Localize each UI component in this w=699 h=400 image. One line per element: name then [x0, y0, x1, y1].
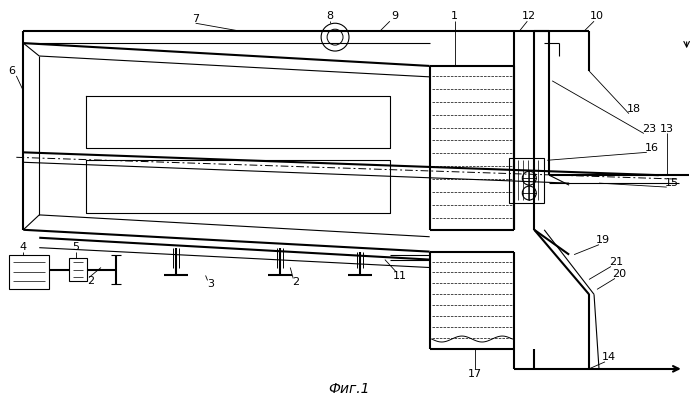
Text: Фиг.1: Фиг.1 — [329, 382, 370, 396]
Text: 7: 7 — [192, 14, 199, 24]
Text: 8: 8 — [326, 11, 333, 21]
Text: 16: 16 — [644, 143, 658, 153]
Text: 14: 14 — [602, 352, 616, 362]
Text: 19: 19 — [596, 235, 610, 245]
Bar — [9, 255, 49, 289]
Text: 18: 18 — [627, 104, 641, 114]
Text: 20: 20 — [612, 270, 626, 280]
Text: 11: 11 — [393, 272, 407, 282]
Text: 9: 9 — [391, 11, 398, 21]
Text: 5: 5 — [73, 242, 80, 252]
Text: 6: 6 — [8, 66, 15, 76]
Text: 1: 1 — [451, 11, 458, 21]
Text: 21: 21 — [609, 256, 623, 266]
Bar — [510, 158, 545, 203]
Text: 2: 2 — [87, 276, 94, 286]
Text: 3: 3 — [207, 280, 214, 290]
Bar — [69, 258, 87, 282]
Text: 4: 4 — [20, 242, 27, 252]
Text: 2: 2 — [291, 278, 298, 288]
Text: 12: 12 — [522, 11, 536, 21]
Text: 10: 10 — [590, 11, 604, 21]
Text: 13: 13 — [660, 124, 674, 134]
Text: 23: 23 — [642, 124, 656, 134]
Text: 17: 17 — [468, 369, 482, 379]
Text: 15: 15 — [665, 178, 679, 188]
